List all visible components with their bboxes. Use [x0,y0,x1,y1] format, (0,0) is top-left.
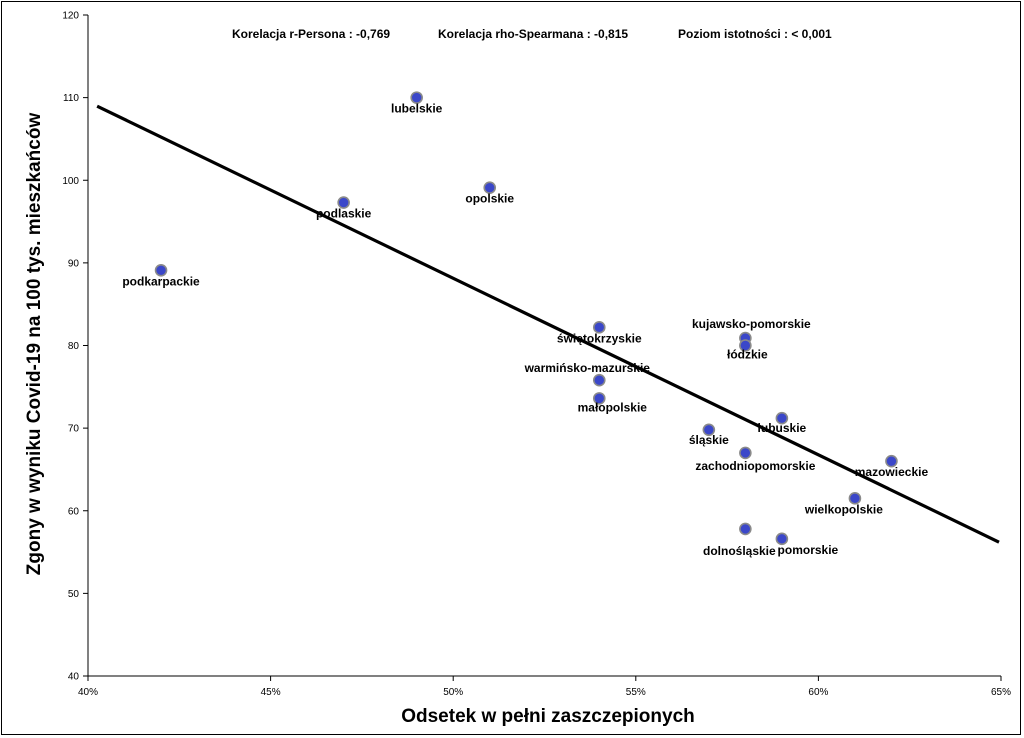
y-tick-label: 40 [68,672,80,683]
x-tick-label: 60% [808,687,828,698]
significance-level-text: Poziom istotności : < 0,001 [678,27,832,41]
x-tick-label: 65% [991,687,1011,698]
y-tick-label: 60 [68,506,80,517]
data-point [702,423,716,437]
y-tick-label: 50 [68,589,80,600]
y-tick-label: 110 [63,93,79,104]
y-tick-label: 90 [68,258,80,269]
point-label: dolnośląskie [703,544,776,558]
data-point [592,373,606,387]
x-tick-label: 55% [626,687,646,698]
point-label: wielkopolskie [804,502,883,516]
point-label: opolskie [465,192,514,206]
point-label: podkarpackie [122,274,200,288]
point-label: świętokrzyskie [557,331,642,345]
data-point [592,321,606,334]
trend-line [96,104,1000,544]
point-label: małopolskie [578,400,648,414]
data-point [848,492,862,505]
y-axis-title: Zgony w wyniku Covid-19 na 100 tys. mies… [24,113,45,576]
data-point [775,532,789,546]
point-label: lubuskie [758,421,807,435]
point-label: kujawsko-pomorskie [692,317,811,331]
x-tick-label: 50% [443,687,463,698]
point-label: pomorskie [778,543,839,557]
x-axis-title: Odsetek w pełni zaszczepionych [401,706,695,727]
point-label: lubelskie [391,102,443,116]
point-label: łódzkie [727,348,768,362]
data-point [337,196,350,209]
data-point [483,181,497,194]
data-point [885,454,898,468]
data-point [739,446,752,460]
data-point [592,392,606,405]
data-point [775,411,789,425]
data-point [410,91,423,104]
point-label: warmińsko-mazurskie [524,361,651,375]
point-label: podlaskie [316,207,372,221]
pearson-correlation-text: Korelacja r-Persona : -0,769 [232,27,390,41]
data-point [739,522,752,536]
x-tick-label: 40% [78,687,98,698]
data-point [739,339,752,352]
y-tick-label: 100 [62,176,79,187]
y-tick-label: 70 [68,424,80,435]
point-label: zachodniopomorskie [695,459,815,473]
y-tick-label: 80 [68,341,80,352]
point-label: śląskie [689,433,729,447]
point-label: mazowieckie [855,465,929,479]
y-tick-label: 120 [62,11,79,22]
x-tick-label: 45% [261,687,281,698]
spearman-correlation-text: Korelacja rho-Spearmana : -0,815 [438,27,628,41]
data-point [154,264,168,277]
